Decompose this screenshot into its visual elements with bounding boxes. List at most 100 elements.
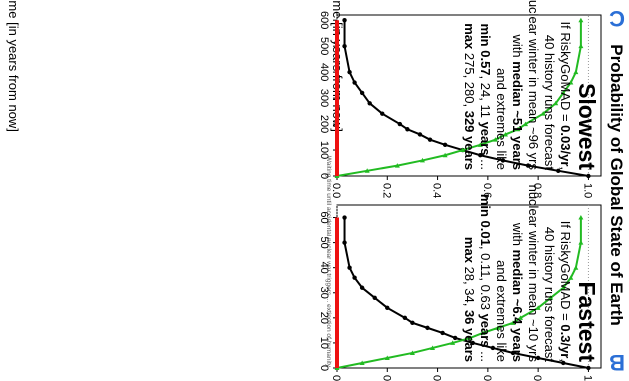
data-point-status-quo — [402, 315, 408, 321]
annotation-segment: nuclear winter in mean ~10 yrs — [526, 185, 541, 363]
x-tick-label: 200 — [318, 115, 330, 133]
x-tick-label: 50 — [318, 236, 330, 248]
data-point-status-quo — [586, 365, 591, 371]
panel-c-x-axis-title: Time [in years from now] — [6, 0, 21, 132]
annotation-segment: years — [478, 314, 493, 348]
data-point-nuclear-winter — [523, 121, 529, 127]
x-tick-label: 10 — [318, 337, 330, 349]
data-point-nuclear-winter — [515, 126, 521, 132]
data-point-status-quo — [372, 295, 377, 300]
annotation-line: 40 history runs forecast — [542, 227, 557, 363]
data-point-status-quo — [397, 121, 403, 127]
x-tick-label: 20 — [318, 312, 330, 324]
data-point-status-quo — [347, 69, 352, 75]
data-point-nuclear-winter — [578, 215, 584, 220]
data-point-nuclear-winter — [502, 131, 508, 137]
series-line-nuclear-winter — [336, 217, 582, 369]
x-tick-label: 600 — [318, 11, 330, 29]
annotation-line: If RiskyGoMAD = 0.03/yr, — [558, 22, 573, 171]
y-tick-label: 0.6 — [481, 183, 493, 198]
data-point-nuclear-winter — [573, 265, 579, 270]
data-point-nuclear-winter — [578, 17, 584, 23]
data-point-status-quo — [385, 305, 390, 311]
y-tick-label: 0.2 — [380, 183, 392, 198]
data-point-status-quo — [342, 17, 347, 23]
annotation-segment: 275, 280, — [462, 49, 477, 110]
data-point-nuclear-winter — [573, 69, 579, 75]
data-point-status-quo — [352, 80, 357, 85]
panel-letter-c: C — [609, 6, 625, 31]
x-tick-label: 500 — [318, 37, 330, 55]
annotation-segment: min 0.01 — [478, 194, 493, 246]
annotation-line: nuclear winter in mean ~10 yrs — [526, 185, 541, 363]
x-tick-label: 300 — [318, 89, 330, 107]
data-point-nuclear-winter — [442, 152, 448, 158]
annotation-segment: , — [558, 358, 573, 362]
data-point-status-quo — [425, 325, 430, 331]
panel-letter-b: B — [609, 350, 625, 375]
annotation-segment: If RiskyGoMAD = — [558, 22, 573, 126]
x-tick-label: 60 — [318, 211, 330, 223]
annotation-line: If RiskyGoMAD = 0.3/yr, — [558, 221, 573, 362]
y-tick-label: 0.2 — [380, 375, 392, 381]
data-point-status-quo — [380, 111, 385, 116]
data-point-nuclear-winter — [364, 168, 370, 173]
y-tick-label: 0.6 — [481, 375, 493, 381]
annotation-segment: max — [462, 237, 477, 264]
data-point-nuclear-winter — [548, 295, 554, 300]
x-tick-label: 400 — [318, 63, 330, 81]
data-point-status-quo — [470, 340, 475, 346]
data-point-nuclear-winter — [568, 80, 574, 85]
annotation-segment: 28, 34, — [462, 263, 477, 310]
y-tick-label: 0.4 — [431, 183, 443, 198]
data-point-nuclear-winter — [560, 90, 566, 95]
annotation-segment: 0.03/yr — [558, 125, 573, 166]
annotation-line: and extremes like — [494, 260, 509, 362]
annotation-segment: 0.3/yr — [558, 324, 573, 358]
data-point-status-quo — [359, 90, 365, 96]
annotation-line: with median ~51 years — [510, 33, 525, 170]
x-tick-label: 40 — [318, 262, 330, 274]
y-tick-label: 1.0 — [581, 375, 593, 381]
panel-c-series — [334, 17, 591, 179]
panel-title: Slowest — [574, 83, 600, 170]
annotation-segment: , 24, 11 — [478, 76, 493, 122]
x-tick-label: 100 — [318, 141, 330, 159]
data-point-status-quo — [427, 137, 433, 142]
annotation-segment: , — [558, 166, 573, 170]
data-point-nuclear-winter — [394, 163, 400, 168]
panel-c-slowest: C 0.0 0.2 0.4 0.6 0.8 1.00100200300400500600 … — [6, 0, 625, 198]
data-point-nuclear-winter — [518, 315, 524, 320]
data-point-status-quo — [417, 132, 423, 137]
y-tick-label: 0.8 — [531, 183, 543, 198]
data-point-nuclear-winter — [578, 43, 584, 49]
data-point-nuclear-winter — [540, 111, 546, 116]
data-point-status-quo — [405, 127, 410, 132]
annotation-segment: years — [478, 122, 493, 156]
annotation-line: max 28, 34, 36 years — [462, 237, 477, 362]
data-point-nuclear-winter — [495, 325, 501, 330]
annotation-segment: ... — [478, 156, 493, 170]
top-caption: Waiting time until accidental nuclear wa… — [325, 156, 332, 368]
data-point-status-quo — [556, 168, 561, 174]
annotation-segment: and extremes like — [494, 260, 509, 362]
data-point-nuclear-winter — [578, 240, 584, 245]
data-point-nuclear-winter — [409, 350, 415, 355]
annotation-line: min 0.57, 24, 11 years ... — [478, 24, 493, 170]
data-point-status-quo — [342, 43, 347, 49]
data-point-status-quo — [410, 320, 415, 326]
y-tick-label: 0.0 — [330, 183, 342, 198]
annotation-line: nuclear winter in mean ~96 yrs — [526, 0, 541, 170]
y-axis-title: Probability of Global State of Earth — [607, 44, 626, 325]
panel-b-series — [334, 215, 591, 371]
data-point-nuclear-winter — [477, 142, 483, 147]
data-point-nuclear-winter — [492, 137, 498, 142]
annotation-segment: median ~51 years — [510, 61, 525, 170]
annotation-line: min 0.01, 0.11, 0.63 years ... — [478, 194, 493, 362]
data-point-nuclear-winter — [359, 360, 365, 365]
x-tick-label: 0 — [318, 365, 330, 371]
data-point-status-quo — [510, 350, 516, 356]
data-point-status-quo — [525, 163, 531, 168]
data-point-nuclear-winter — [384, 355, 390, 360]
